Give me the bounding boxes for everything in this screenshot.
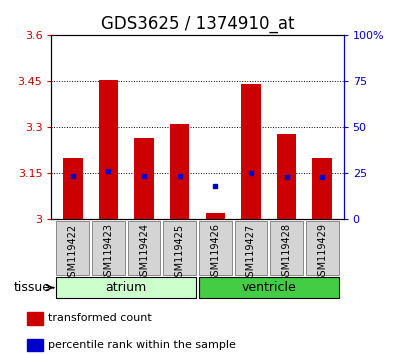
FancyBboxPatch shape [92,221,125,275]
Text: GSM119428: GSM119428 [282,223,292,282]
FancyBboxPatch shape [199,221,232,275]
Bar [205,213,225,219]
Text: GSM119425: GSM119425 [175,223,185,282]
Bar [170,124,190,219]
FancyBboxPatch shape [306,221,339,275]
FancyBboxPatch shape [235,221,267,275]
Text: GSM119424: GSM119424 [139,223,149,282]
Text: GSM119429: GSM119429 [317,223,327,282]
FancyBboxPatch shape [163,221,196,275]
Bar [27,339,43,351]
Text: GSM119422: GSM119422 [68,223,78,282]
FancyBboxPatch shape [199,277,339,298]
FancyBboxPatch shape [270,221,303,275]
Title: GDS3625 / 1374910_at: GDS3625 / 1374910_at [101,15,294,33]
Bar [99,80,118,219]
Text: GSM119427: GSM119427 [246,223,256,282]
Text: GSM119423: GSM119423 [103,223,113,282]
FancyBboxPatch shape [128,221,160,275]
FancyBboxPatch shape [56,277,196,298]
Text: GSM119426: GSM119426 [210,223,220,282]
Text: tissue: tissue [14,281,51,294]
Text: transformed count: transformed count [48,313,152,323]
Bar [277,133,296,219]
Bar [241,85,261,219]
Text: atrium: atrium [105,281,147,294]
FancyBboxPatch shape [56,221,89,275]
Bar [134,138,154,219]
Bar [63,158,83,219]
Text: ventricle: ventricle [241,281,296,294]
Bar [27,312,43,325]
Bar [312,158,332,219]
Text: percentile rank within the sample: percentile rank within the sample [48,340,236,350]
